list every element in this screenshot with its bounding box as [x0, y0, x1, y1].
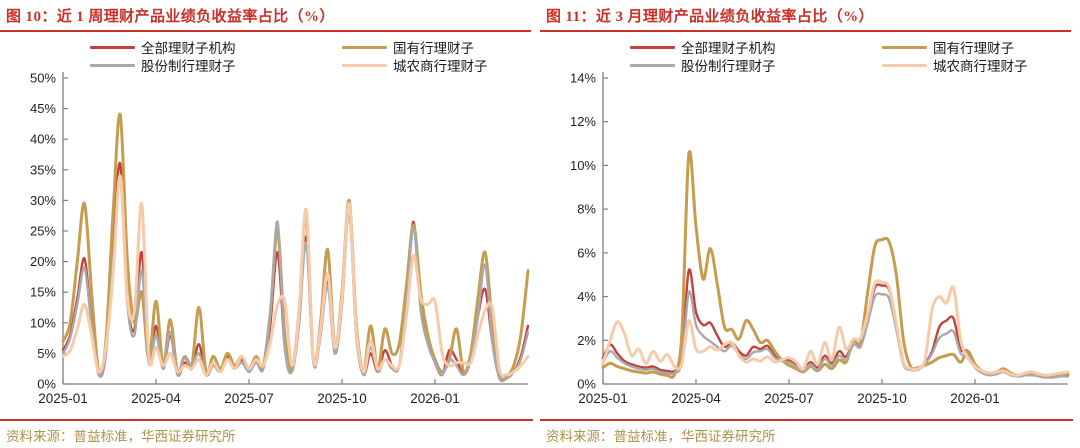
y-axis-tick-label: 30%: [30, 193, 56, 208]
legend-line-swatch: [630, 63, 675, 67]
legend-item: 国有行理财子: [882, 38, 1060, 56]
chart-svg: 0% 2% 4% 6% 8% 10% 12% 14% 2025-01 2025-04 2025-07…: [570, 71, 1070, 406]
series-line: [61, 174, 530, 378]
legend-label: 城农商行理财子: [933, 59, 1028, 74]
y-axis-tick-label: 20%: [30, 254, 56, 269]
y-axis-tick-label: 25%: [30, 224, 56, 239]
legend-item: 股份制行理财子: [90, 56, 342, 74]
series-line: [601, 279, 1070, 377]
figure-11-line-chart: 0% 2% 4% 6% 8% 10% 12% 14% 2025-01 2025-04 2025-07…: [540, 70, 1080, 416]
legend-line-swatch: [90, 45, 135, 49]
figure-10-source-rule: [0, 419, 533, 421]
legend-item: 城农商行理财子: [342, 56, 520, 74]
legend-item: 国有行理财子: [342, 38, 520, 56]
figure-11-legend: 全部理财子机构 国有行理财子股份制行理财子 城农商行理财子: [630, 38, 1060, 74]
legend-label: 股份制行理财子: [681, 59, 776, 74]
y-axis-tick-label: 6%: [577, 245, 596, 260]
x-axis-tick-label: 2025-04: [131, 391, 181, 406]
y-axis-tick-label: 10%: [570, 158, 596, 173]
figure-10-legend: 全部理财子机构 国有行理财子股份制行理财子 城农商行理财子: [90, 38, 520, 74]
y-axis-tick-label: 8%: [577, 202, 596, 217]
x-axis-tick-label: 2025-01: [38, 391, 88, 406]
x-axis-tick-label: 2025-04: [671, 391, 721, 406]
legend-line-swatch: [342, 45, 387, 49]
x-axis-tick-label: 2025-10: [857, 391, 907, 406]
y-axis-tick-label: 5%: [37, 346, 56, 361]
figure-10-title: 图 10：近 1 周理财产品业绩负收益率占比（%）: [6, 9, 335, 25]
figure-11-title-rule: [540, 30, 1071, 32]
legend-label: 股份制行理财子: [141, 59, 236, 74]
legend-label: 城农商行理财子: [393, 59, 488, 74]
y-axis-tick-label: 2%: [577, 333, 596, 348]
figure-10-panel: 图 10：近 1 周理财产品业绩负收益率占比（%） 全部理财子机构 国有行理财子股…: [0, 9, 540, 444]
figure-10-line-chart: 0% 5% 10% 15% 20% 25% 30% 35% 40% 45% 50% 2025-01 20…: [0, 70, 540, 416]
legend-item: 全部理财子机构: [630, 38, 882, 56]
legend-line-swatch: [90, 63, 135, 67]
legend-item: 全部理财子机构: [90, 38, 342, 56]
y-axis-tick-label: 12%: [570, 114, 596, 129]
y-axis-tick-label: 14%: [570, 71, 596, 86]
x-axis-tick-label: 2025-07: [224, 391, 274, 406]
y-axis-tick-label: 15%: [30, 285, 56, 300]
figure-11-panel: 图 11：近 3 月理财产品业绩负收益率占比（%） 全部理财子机构 国有行理财子股…: [540, 0, 1080, 448]
x-axis-tick-label: 2025-07: [764, 391, 814, 406]
x-axis-tick-label: 2025-10: [317, 391, 367, 406]
legend-line-swatch: [882, 63, 927, 67]
x-axis-tick-label: 2026-01: [410, 391, 460, 406]
legend-item: 城农商行理财子: [882, 56, 1060, 74]
legend-item: 股份制行理财子: [630, 56, 882, 74]
y-axis-tick-label: 0%: [37, 377, 56, 392]
x-axis-tick-label: 2025-01: [578, 391, 628, 406]
figure-11-title: 图 11：近 3 月理财产品业绩负收益率占比（%）: [546, 9, 874, 25]
legend-label: 国有行理财子: [393, 41, 474, 56]
legend-line-swatch: [342, 63, 387, 67]
legend-label: 全部理财子机构: [681, 41, 776, 56]
y-axis-tick-label: 50%: [30, 71, 56, 86]
figure-11-source-note: 资料来源：普益标准，华西证券研究所: [546, 429, 776, 444]
y-axis-tick-label: 40%: [30, 132, 56, 147]
chart-svg: 0% 5% 10% 15% 20% 25% 30% 35% 40% 45% 50% 2025-01 20…: [30, 71, 530, 406]
y-axis-tick-label: 4%: [577, 289, 596, 304]
x-axis-tick-label: 2026-01: [950, 391, 1000, 406]
y-axis-tick-label: 45%: [30, 101, 56, 116]
figure-10-source-note: 资料来源：普益标准，华西证券研究所: [6, 429, 236, 444]
y-axis-tick-label: 0%: [577, 377, 596, 392]
figure-11-source-rule: [540, 419, 1073, 421]
figure-10-title-rule: [0, 30, 531, 32]
y-axis-tick-label: 35%: [30, 162, 56, 177]
y-axis-tick-label: 10%: [30, 315, 56, 330]
legend-label: 全部理财子机构: [141, 41, 236, 56]
legend-line-swatch: [630, 45, 675, 49]
legend-line-swatch: [882, 45, 927, 49]
legend-label: 国有行理财子: [933, 41, 1014, 56]
